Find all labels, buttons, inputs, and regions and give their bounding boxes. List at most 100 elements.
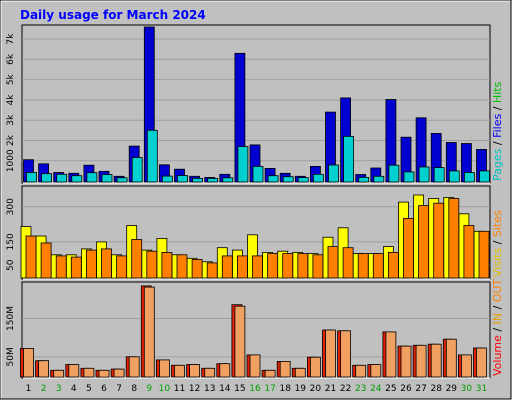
x-tick-label: 8	[131, 384, 137, 394]
bar-out-day-undefined	[53, 369, 65, 378]
bar-pages-day-5	[86, 172, 98, 183]
bar-pages-day-7	[116, 177, 128, 183]
bar-pages-day-24	[373, 175, 385, 183]
bar-sites-day-undefined	[342, 247, 354, 279]
legend-entry: Pages	[491, 148, 504, 181]
bar-pages-day-20	[312, 173, 324, 183]
x-tick-label: 28	[430, 384, 442, 394]
bar-out-day-undefined	[385, 331, 397, 378]
legend-entry: /	[491, 138, 504, 149]
bar-sites-day-undefined	[282, 253, 294, 279]
bar-sites-day-undefined	[403, 217, 414, 279]
panel-visits-sites: 50 150 300 Visits / Sites	[6, 185, 504, 280]
bar-out-day-undefined	[294, 367, 306, 378]
bar-out-day-undefined	[219, 363, 231, 378]
bar-out-day-undefined	[325, 329, 336, 378]
bar-out-day-undefined	[264, 369, 276, 378]
bar-pages-day-18	[282, 176, 294, 183]
bar-out-day-undefined	[370, 364, 382, 378]
y-tick-label: 5k	[6, 73, 16, 85]
bar-out-day-undefined	[445, 338, 457, 378]
bar-pages-day-23	[358, 176, 370, 183]
x-tick-label: 15	[234, 384, 245, 394]
x-tick-label: 13	[204, 384, 215, 394]
bar-sites-day-undefined	[161, 251, 173, 279]
bar-out-day-undefined	[460, 354, 472, 378]
x-tick-label: 6	[101, 384, 107, 394]
bar-sites-day-undefined	[478, 230, 490, 279]
bar-pages-day-29	[448, 170, 460, 183]
bar-pages-day-4	[71, 175, 83, 183]
x-axis-day-labels: 1 2 3 4 5 6 7 8 9 10 11 12 13 14 15 16 17 18 19 20 21 22 23 24 2…	[26, 384, 488, 394]
legend: Pages / Files / Hits	[491, 81, 504, 181]
legend: Visits / Sites	[491, 210, 504, 277]
bar-pages-day-15	[237, 146, 249, 183]
bar-sites-day-undefined	[131, 239, 143, 279]
panel-volume: 50M 150M Volume / IN / OUT	[6, 278, 504, 379]
bar-sites-day-undefined	[418, 205, 430, 279]
bar-sites-day-undefined	[448, 198, 460, 279]
bar-out-day-undefined	[249, 354, 261, 378]
x-tick-label: 5	[86, 384, 92, 394]
bar-out-day-undefined	[430, 343, 442, 378]
x-tick-label: 24	[370, 384, 382, 394]
bar-sites-day-undefined	[297, 253, 309, 279]
x-tick-label: 12	[189, 384, 200, 394]
y-tick-label: 6k	[6, 53, 16, 65]
bar-pages-day-3	[56, 173, 68, 183]
legend-entry: Sites	[491, 210, 504, 237]
x-tick-label: 11	[174, 384, 185, 394]
x-tick-label: 3	[56, 384, 62, 394]
bar-pages-day-14	[222, 177, 234, 183]
bar-sites-day-undefined	[252, 255, 263, 279]
bar-out-day-undefined	[400, 345, 412, 378]
bar-out-day-undefined	[279, 360, 291, 378]
bar-sites-day-undefined	[206, 262, 218, 279]
legend-entry: Volume	[491, 335, 504, 376]
legend-entry: IN	[491, 313, 504, 324]
bar-out-day-undefined	[23, 347, 34, 378]
bar-pages-day-9	[146, 129, 158, 183]
chart-title: Daily usage for March 2024	[20, 8, 206, 22]
bar-sites-day-undefined	[101, 248, 112, 279]
x-tick-label: 29	[446, 384, 458, 394]
y-tick-label: 50	[6, 259, 16, 271]
bar-pages-day-30	[463, 172, 475, 183]
bar-out-day-undefined	[158, 359, 170, 378]
bar-pages-day-25	[388, 164, 400, 183]
y-tick-label: 1000	[6, 149, 16, 172]
bar-out-day-undefined	[98, 369, 110, 378]
bar-sites-day-undefined	[221, 255, 233, 279]
x-tick-label: 1	[26, 384, 32, 394]
x-tick-label: 16	[249, 384, 261, 394]
legend-entry: Visits	[491, 248, 504, 277]
x-tick-label: 4	[71, 384, 77, 394]
y-tick-label: 4k	[6, 94, 16, 106]
bar-pages-day-16	[252, 165, 264, 183]
x-tick-label: 14	[219, 384, 231, 394]
bar-out-day-undefined	[355, 364, 367, 378]
bar-out-day-undefined	[113, 368, 125, 378]
bar-pages-day-2	[41, 173, 52, 183]
bar-sites-day-undefined	[236, 255, 248, 279]
bar-sites-day-undefined	[116, 255, 127, 279]
bar-out-day-undefined	[128, 356, 140, 378]
bar-sites-day-undefined	[146, 250, 158, 279]
bar-out-day-undefined	[174, 364, 185, 378]
x-tick-label: 22	[340, 384, 351, 394]
bar-pages-day-11	[177, 175, 188, 183]
x-tick-label: 30	[461, 384, 473, 394]
bar-sites-day-undefined	[70, 256, 82, 279]
bar-out-day-undefined	[309, 356, 321, 378]
y-tick-label: 2k	[6, 134, 16, 146]
x-tick-label: 20	[310, 384, 322, 394]
bar-out-day-undefined	[204, 367, 216, 378]
x-tick-label: 25	[385, 384, 396, 394]
y-tick-label: 7k	[6, 33, 16, 45]
legend-entry: Hits	[491, 81, 504, 103]
bar-sites-day-undefined	[25, 235, 37, 279]
bar-pages-day-12	[192, 177, 204, 183]
bar-pages-day-6	[101, 174, 113, 183]
bar-out-day-undefined	[234, 305, 246, 378]
